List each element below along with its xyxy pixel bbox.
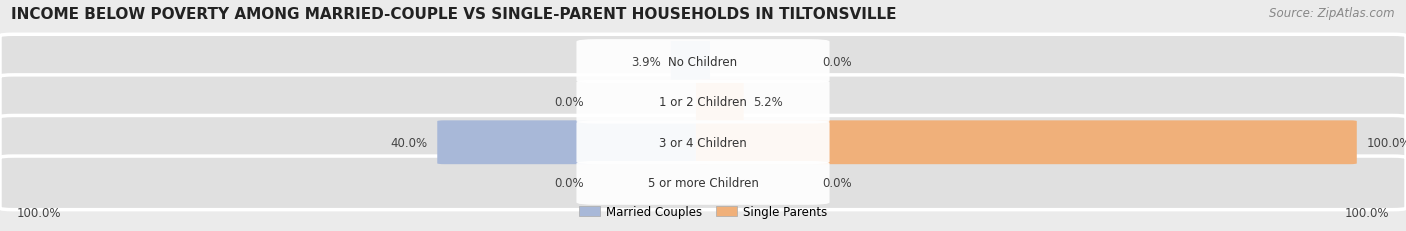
Text: 3.9%: 3.9% [631,55,661,68]
Text: 0.0%: 0.0% [823,176,852,190]
FancyBboxPatch shape [576,161,830,205]
Text: 100.0%: 100.0% [17,207,62,219]
Legend: Married Couples, Single Parents: Married Couples, Single Parents [574,201,832,223]
FancyBboxPatch shape [671,40,710,84]
Text: 100.0%: 100.0% [1367,136,1406,149]
Text: 0.0%: 0.0% [823,55,852,68]
Text: 100.0%: 100.0% [1344,207,1389,219]
FancyBboxPatch shape [0,156,1406,210]
FancyBboxPatch shape [576,40,830,84]
Text: 3 or 4 Children: 3 or 4 Children [659,136,747,149]
FancyBboxPatch shape [576,121,830,164]
Text: INCOME BELOW POVERTY AMONG MARRIED-COUPLE VS SINGLE-PARENT HOUSEHOLDS IN TILTONS: INCOME BELOW POVERTY AMONG MARRIED-COUPL… [11,7,897,22]
FancyBboxPatch shape [576,80,830,124]
Text: 0.0%: 0.0% [554,176,583,190]
Text: 0.0%: 0.0% [554,96,583,109]
Text: No Children: No Children [668,55,738,68]
FancyBboxPatch shape [0,35,1406,88]
Text: Source: ZipAtlas.com: Source: ZipAtlas.com [1270,7,1395,20]
Text: 1 or 2 Children: 1 or 2 Children [659,96,747,109]
FancyBboxPatch shape [437,121,710,164]
Text: 5 or more Children: 5 or more Children [648,176,758,190]
FancyBboxPatch shape [696,80,744,124]
Text: 5.2%: 5.2% [754,96,783,109]
Text: 40.0%: 40.0% [391,136,427,149]
FancyBboxPatch shape [0,76,1406,129]
FancyBboxPatch shape [0,116,1406,169]
FancyBboxPatch shape [696,121,1357,164]
